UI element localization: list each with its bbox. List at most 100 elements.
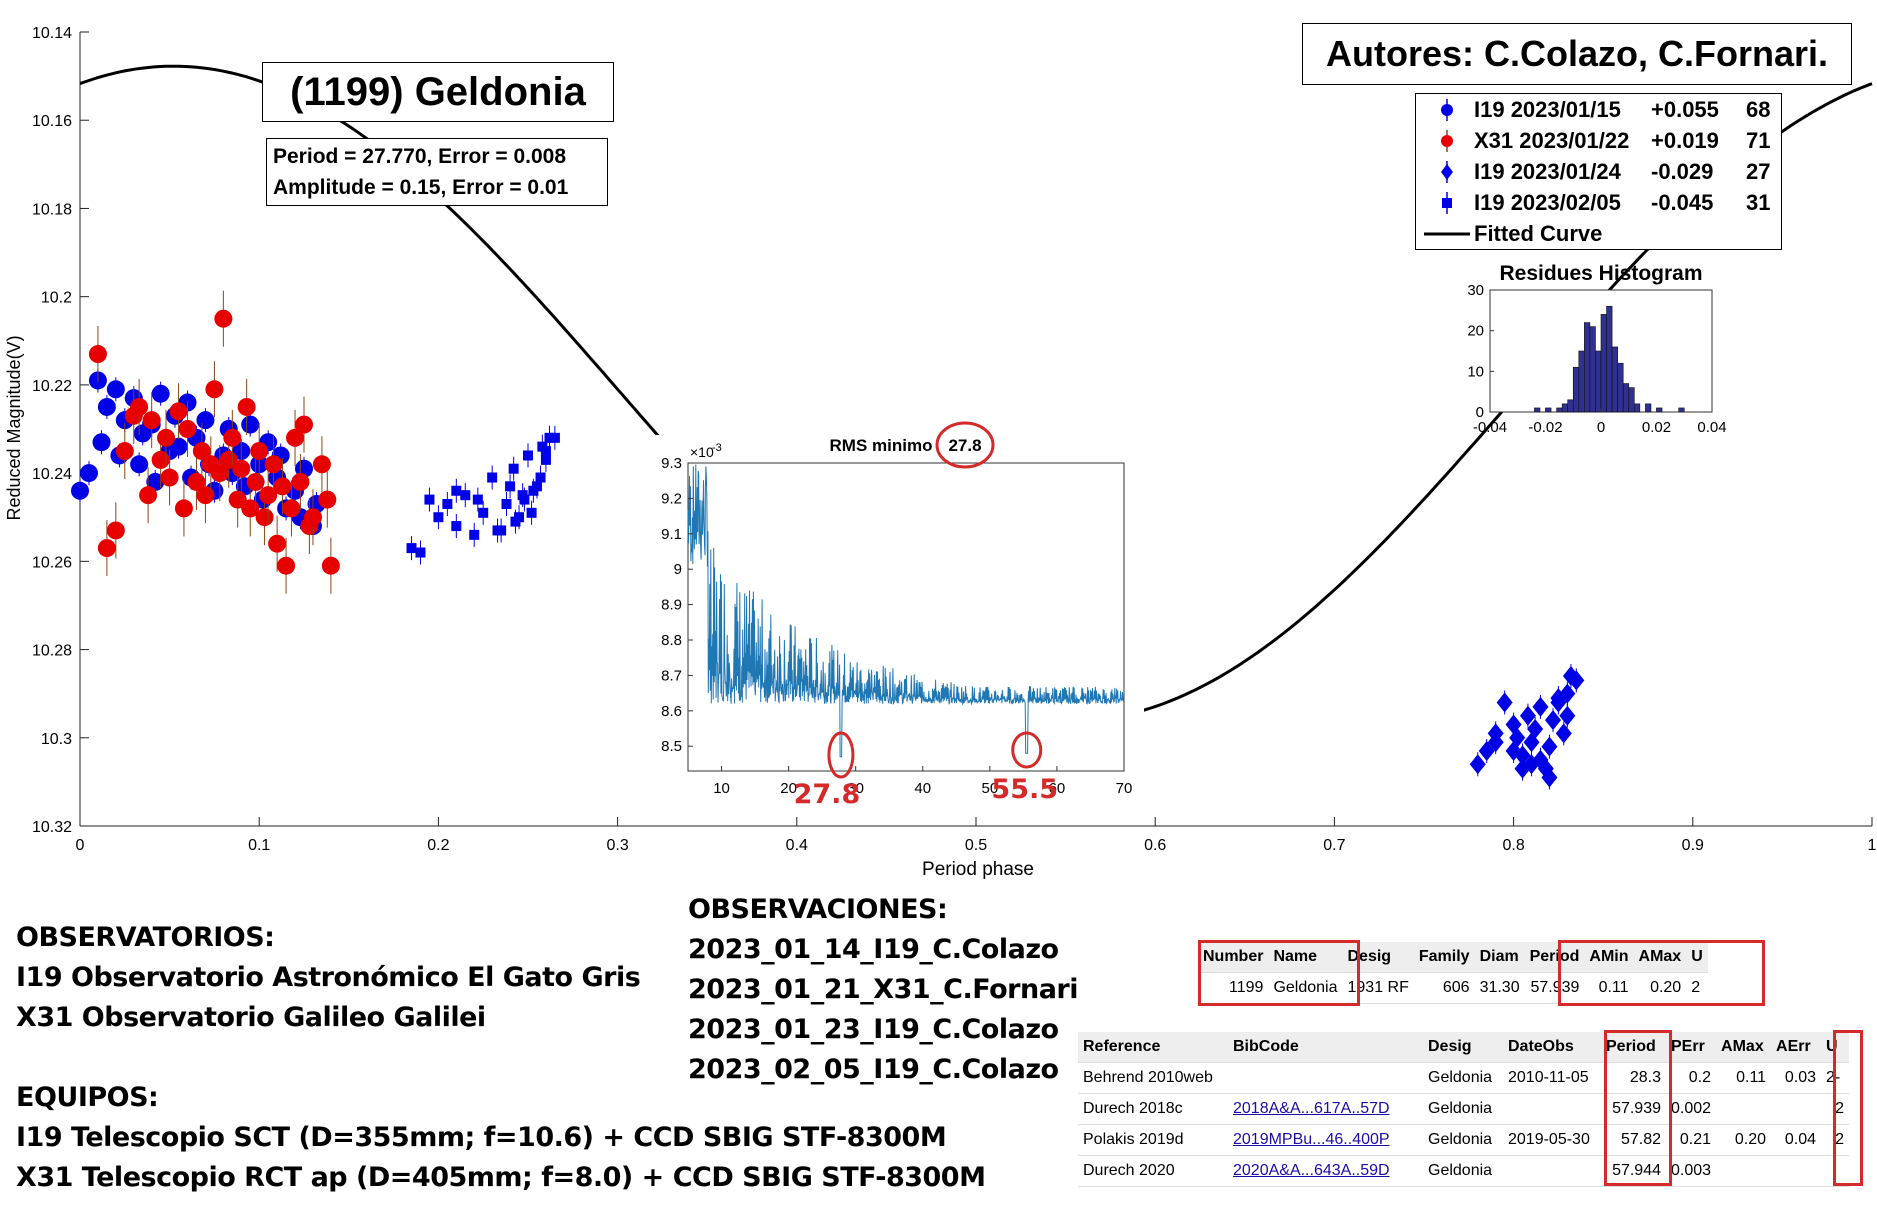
x-tick-label: 0.9 [1682,837,1704,854]
data-point [1532,749,1549,770]
line-marker-icon [1424,232,1470,236]
column-header: AErr [1771,1032,1822,1063]
data-point [535,472,546,483]
bibcode-link[interactable]: 2018A&A...617A..57D [1233,1100,1390,1117]
data-point [1505,741,1522,762]
exponent-power: -3 [712,442,722,454]
x-tick-label: 0.2 [427,837,449,854]
data-point [540,446,551,457]
table-cell: 0.03 [1771,1062,1822,1094]
table-cell: 0.04 [1771,1124,1822,1156]
bibcode-link[interactable]: 2020A&A...643A..59D [1233,1162,1390,1179]
y-tick-label: 9 [674,561,682,578]
histogram-bar [1656,407,1663,413]
table-cell: Polakis 2019d [1078,1124,1228,1156]
data-point [174,499,193,518]
histogram-bar [1611,346,1618,413]
x-tick-label: 0.5 [965,837,987,854]
legend-offset: -0.029 [1651,159,1714,184]
x-tick-label: 0.04 [1697,419,1726,436]
y-tick-label: 10.24 [32,466,72,483]
legend-count: 31 [1746,190,1771,215]
data-point [187,472,206,491]
histogram-bar [1600,314,1607,413]
table-row: Polakis 2019d 2019MPBu...46..400P Geldon… [1078,1124,1850,1156]
table-cell [1771,1155,1822,1187]
data-point [88,345,107,364]
data-point [139,486,158,505]
column-header: BibCode [1228,1032,1423,1063]
x-tick-label: 0.7 [1323,837,1345,854]
histogram-bar [1556,407,1563,413]
data-point [273,477,292,496]
table-cell: Durech 2018c [1078,1093,1228,1125]
data-point [517,490,528,501]
table-cell [1716,1155,1772,1187]
data-point [232,459,251,478]
data-point [424,494,435,505]
x-tick-label: 0.1 [248,837,270,854]
table-cell: 1931 RF [1342,972,1414,1004]
table-cell: 57.82 [1601,1124,1666,1156]
y-tick-label: 10.3 [41,731,72,748]
legend-label: I19 2023/01/15 [1474,97,1621,122]
observatorio-line: X31 Observatorio Galileo Galilei [16,1002,486,1033]
data-point [415,547,426,558]
histogram-bar [1589,326,1596,413]
data-point [508,463,519,474]
data-point [1541,767,1558,788]
histogram-bar [1628,387,1635,413]
y-tick-label: 10.18 [32,201,72,218]
square-marker-icon [1442,192,1452,214]
y-tick-label: 10.22 [32,378,72,395]
legend-offset: +0.055 [1651,97,1719,122]
data-point [210,464,229,483]
data-point [321,556,340,575]
data-point [1545,710,1562,731]
data-point [505,481,516,492]
legend-entry: X31 2023/01/22 +0.019 71 [1416,126,1781,156]
bibcode-link[interactable]: 2019MPBu...46..400P [1233,1131,1390,1148]
data-point [246,472,265,491]
legend-count: 27 [1746,159,1771,184]
y-tick-label: 10.28 [32,643,72,660]
table-header-row: Reference BibCode Desig DateObs Period P… [1078,1032,1850,1063]
data-point [282,499,301,518]
equipo-line: I19 Telescopio SCT (D=355mm; f=10.6) + C… [16,1122,947,1153]
inset-frame [687,462,1125,772]
table-cell: 2019-05-30 [1503,1124,1601,1156]
data-point [97,397,116,416]
table-cell: 2018A&A...617A..57D [1228,1093,1423,1125]
data-point [406,543,417,554]
data-point [1487,723,1504,744]
rms-periodogram-line [687,464,1125,758]
table-cell: Geldonia [1423,1093,1503,1125]
highlight-box [1558,940,1765,1006]
data-point [442,498,453,509]
table-row: Behrend 2010web Geldonia 2010-11-05 28.3… [1078,1062,1850,1094]
residues-histogram: Residues Histogram -0.04 -0.02 0 0.02 0.04 0 10… [1467,262,1726,436]
data-point [501,498,512,509]
data-point [492,525,503,536]
equipo-line: X31 Telescopio RCT ap (D=405mm; f=8.0) +… [16,1162,986,1193]
data-point [130,397,149,416]
y-tick-label: 0 [1476,404,1484,421]
table-header-row: Number Name Desig Family Diam Period AMi… [1198,942,1708,973]
histogram-bar [1545,407,1552,413]
x-tick-label: 0 [76,837,85,854]
column-header: Family [1413,942,1475,973]
x-tick-label: 70 [1116,780,1133,797]
legend-offset: +0.019 [1651,128,1719,153]
histogram-bar [1617,362,1624,413]
column-header: Name [1268,942,1343,973]
histogram-title: Residues Histogram [1499,262,1702,285]
highlight-box [1198,940,1360,1006]
lcdb-references-table: Reference BibCode Desig DateObs Period P… [1078,1032,1850,1187]
x-tick-label: 50 [982,780,999,797]
legend-entry: I19 2023/01/15 +0.055 68 [1416,95,1781,125]
histogram-bar [1567,399,1574,413]
data-point [303,508,322,527]
observaciones-heading: OBSERVACIONES: [688,894,948,925]
data-point [523,450,533,461]
data-point [451,485,462,496]
